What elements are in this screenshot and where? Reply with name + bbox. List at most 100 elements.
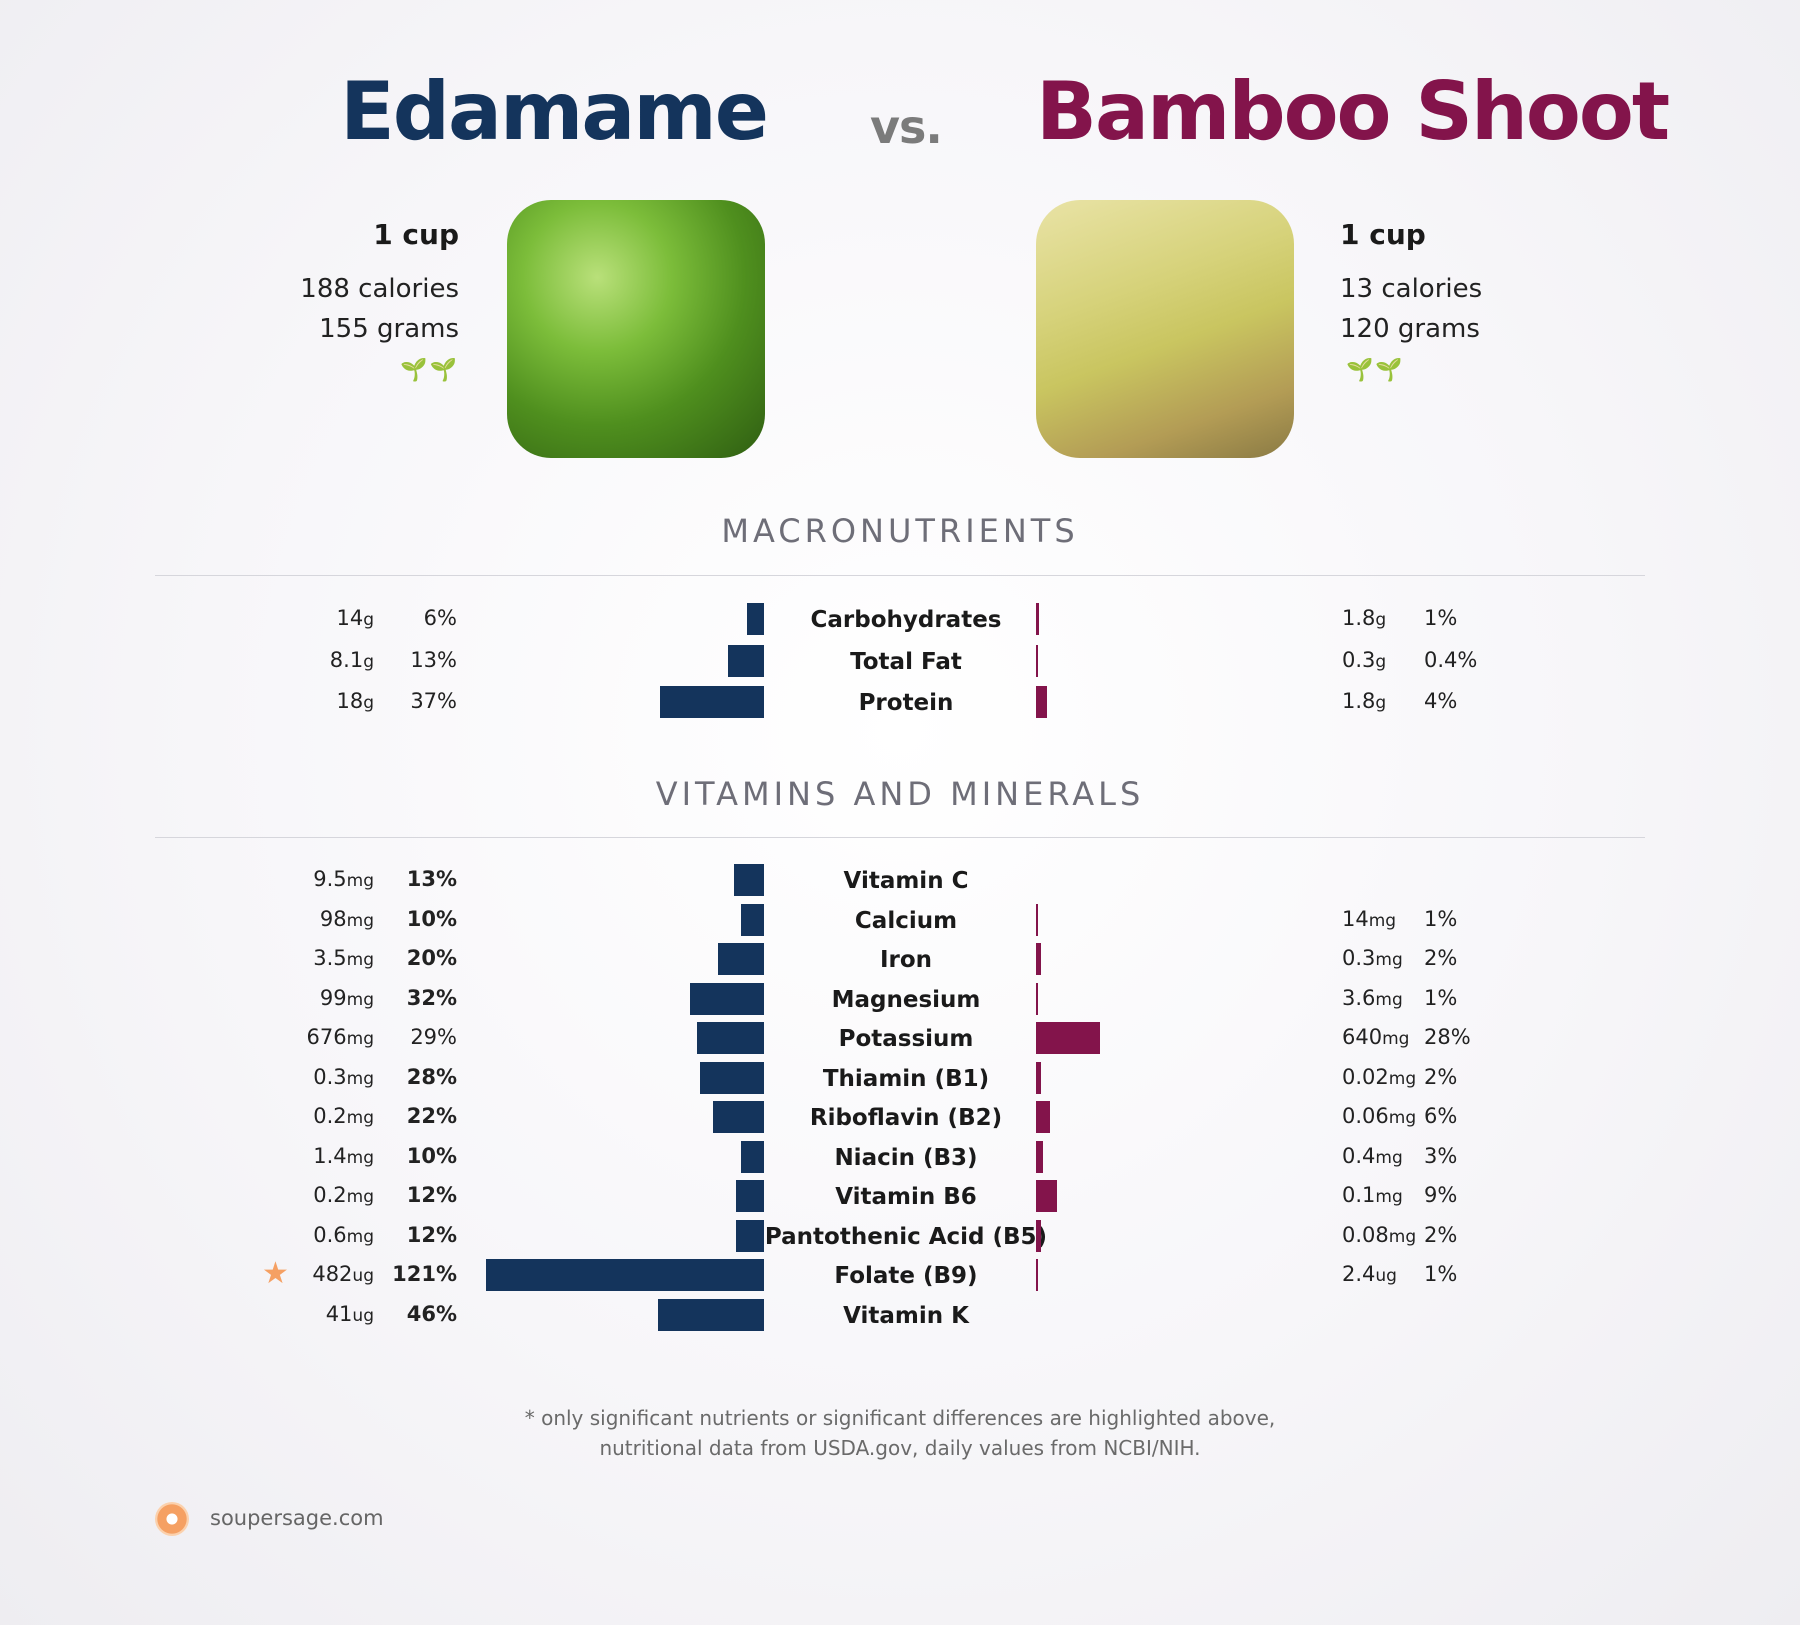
nutrient-amount-unit: mg xyxy=(346,1187,374,1207)
food-a-title: Edamame xyxy=(340,65,769,158)
food-b-amount: 0.06mg xyxy=(1342,1104,1416,1128)
food-a-amount: 14g xyxy=(336,606,374,630)
food-b-bar xyxy=(1036,903,1039,936)
nutrient-amount-value: 0.08 xyxy=(1342,1222,1389,1247)
food-b-amount: 640mg xyxy=(1342,1025,1409,1049)
food-a-bar xyxy=(727,644,764,677)
sprout-icon: 🌱🌱 xyxy=(400,358,459,383)
nutrient-amount-unit: mg xyxy=(346,1147,374,1168)
vs-label: vs. xyxy=(870,100,943,154)
food-a-bar xyxy=(747,603,764,635)
food-a-percent: 20% xyxy=(406,946,457,970)
nutrient-amount-value: 8.1 xyxy=(329,647,364,672)
nutrient-amount-unit: mg xyxy=(1388,1068,1417,1089)
nutrient-amount-value: 3.5 xyxy=(313,946,347,970)
nutrient-amount-value: 9.5 xyxy=(313,867,347,891)
nutrient-name: Vitamin C xyxy=(843,868,969,894)
food-a-calories: 188 calories xyxy=(300,274,459,304)
food-a-bar xyxy=(658,1298,764,1331)
nutrient-name: Carbohydrates xyxy=(810,607,1002,633)
nutrient-name: Calcium xyxy=(854,907,958,934)
food-b-amount: 0.1mg xyxy=(1342,1183,1403,1207)
nutrient-name: Vitamin K xyxy=(843,1302,969,1329)
nutrient-name: Pantothenic Acid (B5) xyxy=(764,1223,1048,1250)
nutrient-amount-value: 2.4 xyxy=(1342,1262,1376,1286)
nutrient-amount-value: 99 xyxy=(319,985,347,1010)
food-b-bar xyxy=(1036,943,1041,975)
nutrient-amount-unit: g xyxy=(363,651,374,672)
nutrient-amount-value: 0.4 xyxy=(1342,1143,1376,1168)
food-b-bar xyxy=(1036,1022,1101,1054)
vitamins-heading: VITAMINS AND MINERALS xyxy=(655,775,1145,813)
nutrient-amount-unit: mg xyxy=(1375,989,1403,1010)
food-a-percent: 32% xyxy=(406,985,457,1010)
food-b-amount: 0.02mg xyxy=(1342,1065,1416,1089)
food-a-percent: 37% xyxy=(410,689,457,713)
nutrient-amount-value: 14 xyxy=(1342,906,1369,931)
nutrient-amount-value: 98 xyxy=(319,906,347,931)
footnote-line-2: nutritional data from USDA.gov, daily va… xyxy=(599,1436,1201,1460)
nutrient-amount-value: 640 xyxy=(1342,1025,1383,1049)
food-a-amount: 8.1g xyxy=(330,648,374,672)
food-b-percent: 1% xyxy=(1424,906,1458,931)
nutrient-row: 14g 6% Carbohydrates 1.8g 1% xyxy=(0,603,1800,645)
brand-link[interactable]: soupersage.com xyxy=(210,1506,384,1530)
food-b-percent: 6% xyxy=(1424,1104,1458,1128)
macronutrients-divider xyxy=(155,575,1645,576)
nutrient-amount-value: 3.6 xyxy=(1342,985,1376,1010)
nutrient-amount-value: 0.3 xyxy=(1342,647,1376,672)
nutrient-name: Niacin (B3) xyxy=(834,1144,978,1171)
nutrient-row: 3.5mg 20% Iron 0.3mg 2% xyxy=(0,943,1800,983)
food-b-percent: 1% xyxy=(1424,1262,1458,1286)
nutrient-amount-value: 676 xyxy=(306,1025,347,1049)
nutrient-amount-unit: mg xyxy=(1388,1108,1417,1128)
nutrient-amount-value: 0.2 xyxy=(313,1183,347,1207)
nutrient-amount-unit: mg xyxy=(346,1226,374,1247)
nutrient-row: 18g 37% Protein 1.8g 4% xyxy=(0,686,1800,728)
nutrient-row: 8.1g 13% Total Fat 0.3g 0.4% xyxy=(0,644,1800,687)
nutrient-amount-unit: mg xyxy=(1388,1226,1417,1247)
food-b-percent: 0.4% xyxy=(1424,647,1478,672)
food-a-percent: 10% xyxy=(406,1143,457,1168)
nutrient-amount-value: 0.1 xyxy=(1342,1183,1376,1207)
food-b-calories: 13 calories xyxy=(1340,274,1483,304)
food-a-amount: 0.2mg xyxy=(313,1104,374,1128)
food-b-amount: 0.3g xyxy=(1342,648,1386,672)
food-b-title: Bamboo Shoot xyxy=(1036,65,1670,158)
food-a-percent: 13% xyxy=(410,647,457,672)
food-b-percent: 1% xyxy=(1424,985,1458,1010)
food-a-percent: 12% xyxy=(406,1222,457,1247)
food-a-amount: 18g xyxy=(336,689,374,713)
nutrient-name: Thiamin (B1) xyxy=(822,1065,990,1092)
food-b-serving: 1 cup xyxy=(1340,218,1426,251)
food-b-bar xyxy=(1036,1061,1041,1094)
nutrient-row: 676mg 29% Potassium 640mg 28% xyxy=(0,1022,1800,1062)
nutrient-row: 98mg 10% Calcium 14mg 1% xyxy=(0,903,1800,944)
food-a-bar xyxy=(660,686,764,718)
food-b-bar xyxy=(1036,603,1039,635)
food-a-amount: 0.2mg xyxy=(313,1183,374,1207)
food-a-bar xyxy=(485,1259,764,1291)
food-a-percent: 12% xyxy=(406,1183,457,1207)
nutrient-amount-unit: g xyxy=(363,693,374,713)
food-b-amount: 0.08mg xyxy=(1342,1223,1416,1247)
food-a-bar xyxy=(736,1180,764,1212)
nutrient-amount-value: 0.6 xyxy=(313,1222,347,1247)
vitamins-divider xyxy=(155,837,1645,838)
nutrient-amount-unit: g xyxy=(1375,610,1387,630)
nutrient-amount-value: 482 xyxy=(312,1262,353,1286)
food-a-percent: 121% xyxy=(392,1262,457,1286)
soup-logo-icon xyxy=(155,1502,189,1536)
nutrient-amount-unit: mg xyxy=(346,989,374,1010)
nutrient-amount-unit: mg xyxy=(1368,910,1397,931)
nutrient-name: Protein xyxy=(858,690,954,716)
nutrient-name: Folate (B9) xyxy=(834,1263,978,1289)
nutrient-amount-unit: g xyxy=(1375,651,1387,672)
nutrient-amount-value: 0.06 xyxy=(1342,1104,1389,1128)
nutrient-amount-value: 1.8 xyxy=(1342,689,1376,713)
food-a-amount: 3.5mg xyxy=(313,946,374,970)
food-b-percent: 2% xyxy=(1424,946,1458,970)
food-a-percent: 28% xyxy=(406,1064,457,1089)
nutrient-row: 0.2mg 22% Riboflavin (B2) 0.06mg 6% xyxy=(0,1101,1800,1141)
food-a-bar xyxy=(718,943,764,975)
